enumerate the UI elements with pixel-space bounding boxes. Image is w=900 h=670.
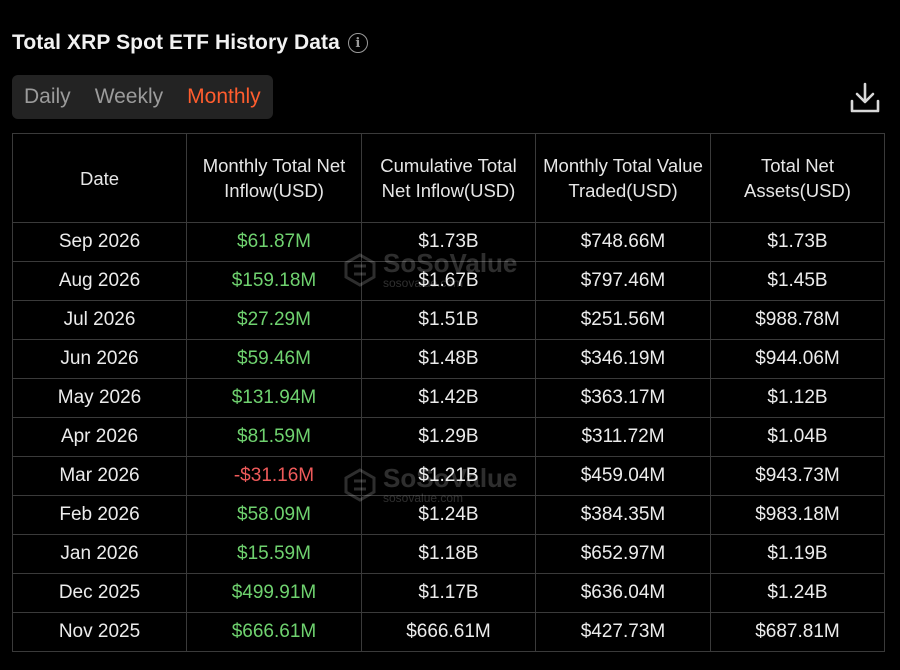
cell-total-net-assets: $1.45B bbox=[710, 261, 885, 301]
cell-cumulative-net-inflow: $1.21B bbox=[361, 456, 536, 496]
table-row[interactable]: Jan 2026 $15.59M $1.18B $652.97M $1.19B bbox=[12, 534, 885, 574]
cell-value-traded: $346.19M bbox=[535, 339, 711, 379]
cell-cumulative-net-inflow: $1.18B bbox=[361, 534, 536, 574]
cell-monthly-net-inflow: $159.18M bbox=[186, 261, 362, 301]
tab-weekly[interactable]: Weekly bbox=[94, 85, 164, 108]
table-row[interactable]: Aug 2026 $159.18M $1.67B $797.46M $1.45B bbox=[12, 261, 885, 301]
cell-total-net-assets: $1.73B bbox=[710, 222, 885, 262]
period-tabs: Daily Weekly Monthly bbox=[12, 75, 273, 119]
cell-total-net-assets: $944.06M bbox=[710, 339, 885, 379]
cell-date: Feb 2026 bbox=[12, 495, 187, 535]
cell-date: Jan 2026 bbox=[12, 534, 187, 574]
table-row[interactable]: Sep 2026 $61.87M $1.73B $748.66M $1.73B bbox=[12, 222, 885, 262]
cell-monthly-net-inflow: $59.46M bbox=[186, 339, 362, 379]
column-header-date[interactable]: Date bbox=[12, 133, 187, 223]
cell-monthly-net-inflow: -$31.16M bbox=[186, 456, 362, 496]
cell-date: Aug 2026 bbox=[12, 261, 187, 301]
cell-cumulative-net-inflow: $1.48B bbox=[361, 339, 536, 379]
column-header-total-net-assets[interactable]: Total Net Assets(USD) bbox=[710, 133, 885, 223]
tab-daily[interactable]: Daily bbox=[24, 85, 71, 108]
table-row[interactable]: Jun 2026 $59.46M $1.48B $346.19M $944.06M bbox=[12, 339, 885, 379]
cell-monthly-net-inflow: $27.29M bbox=[186, 300, 362, 340]
cell-date: Dec 2025 bbox=[12, 573, 187, 613]
cell-value-traded: $459.04M bbox=[535, 456, 711, 496]
cell-monthly-net-inflow: $131.94M bbox=[186, 378, 362, 418]
tab-monthly[interactable]: Monthly bbox=[187, 85, 261, 108]
cell-cumulative-net-inflow: $1.24B bbox=[361, 495, 536, 535]
cell-cumulative-net-inflow: $1.51B bbox=[361, 300, 536, 340]
cell-value-traded: $797.46M bbox=[535, 261, 711, 301]
cell-total-net-assets: $1.04B bbox=[710, 417, 885, 457]
table-row[interactable]: Nov 2025 $666.61M $666.61M $427.73M $687.81M bbox=[12, 612, 885, 652]
cell-cumulative-net-inflow: $1.67B bbox=[361, 261, 536, 301]
cell-monthly-net-inflow: $15.59M bbox=[186, 534, 362, 574]
column-header-cumulative-net-inflow[interactable]: Cumulative Total Net Inflow(USD) bbox=[361, 133, 536, 223]
table-row[interactable]: Jul 2026 $27.29M $1.51B $251.56M $988.78M bbox=[12, 300, 885, 340]
cell-date: Sep 2026 bbox=[12, 222, 187, 262]
cell-date: May 2026 bbox=[12, 378, 187, 418]
table-row[interactable]: Dec 2025 $499.91M $1.17B $636.04M $1.24B bbox=[12, 573, 885, 613]
cell-total-net-assets: $943.73M bbox=[710, 456, 885, 496]
cell-value-traded: $384.35M bbox=[535, 495, 711, 535]
cell-monthly-net-inflow: $61.87M bbox=[186, 222, 362, 262]
table-row[interactable]: Feb 2026 $58.09M $1.24B $384.35M $983.18M bbox=[12, 495, 885, 535]
cell-date: Nov 2025 bbox=[12, 612, 187, 652]
download-icon[interactable] bbox=[847, 81, 883, 115]
cell-monthly-net-inflow: $81.59M bbox=[186, 417, 362, 457]
cell-value-traded: $652.97M bbox=[535, 534, 711, 574]
cell-cumulative-net-inflow: $1.29B bbox=[361, 417, 536, 457]
info-icon[interactable]: i bbox=[347, 33, 368, 53]
cell-total-net-assets: $687.81M bbox=[710, 612, 885, 652]
cell-monthly-net-inflow: $58.09M bbox=[186, 495, 362, 535]
etf-history-table: Date Monthly Total Net Inflow(USD) Cumul… bbox=[12, 133, 885, 652]
cell-date: Jun 2026 bbox=[12, 339, 187, 379]
page-title: Total XRP Spot ETF History Data bbox=[12, 31, 340, 54]
cell-date: Mar 2026 bbox=[12, 456, 187, 496]
page-header: Total XRP Spot ETF History Data i bbox=[12, 28, 368, 58]
cell-monthly-net-inflow: $499.91M bbox=[186, 573, 362, 613]
cell-total-net-assets: $983.18M bbox=[710, 495, 885, 535]
cell-cumulative-net-inflow: $1.42B bbox=[361, 378, 536, 418]
cell-value-traded: $251.56M bbox=[535, 300, 711, 340]
table-row[interactable]: Apr 2026 $81.59M $1.29B $311.72M $1.04B bbox=[12, 417, 885, 457]
cell-value-traded: $748.66M bbox=[535, 222, 711, 262]
column-header-value-traded[interactable]: Monthly Total Value Traded(USD) bbox=[535, 133, 711, 223]
cell-total-net-assets: $1.24B bbox=[710, 573, 885, 613]
cell-value-traded: $427.73M bbox=[535, 612, 711, 652]
etf-history-table-container: Date Monthly Total Net Inflow(USD) Cumul… bbox=[12, 133, 885, 652]
cell-total-net-assets: $1.12B bbox=[710, 378, 885, 418]
table-header-row: Date Monthly Total Net Inflow(USD) Cumul… bbox=[12, 133, 885, 223]
cell-value-traded: $363.17M bbox=[535, 378, 711, 418]
table-row[interactable]: May 2026 $131.94M $1.42B $363.17M $1.12B bbox=[12, 378, 885, 418]
cell-value-traded: $636.04M bbox=[535, 573, 711, 613]
column-header-monthly-net-inflow[interactable]: Monthly Total Net Inflow(USD) bbox=[186, 133, 362, 223]
table-row[interactable]: Mar 2026 -$31.16M $1.21B $459.04M $943.73M bbox=[12, 456, 885, 496]
cell-cumulative-net-inflow: $1.73B bbox=[361, 222, 536, 262]
cell-cumulative-net-inflow: $666.61M bbox=[361, 612, 536, 652]
cell-monthly-net-inflow: $666.61M bbox=[186, 612, 362, 652]
cell-date: Jul 2026 bbox=[12, 300, 187, 340]
cell-total-net-assets: $988.78M bbox=[710, 300, 885, 340]
cell-value-traded: $311.72M bbox=[535, 417, 711, 457]
cell-cumulative-net-inflow: $1.17B bbox=[361, 573, 536, 613]
cell-date: Apr 2026 bbox=[12, 417, 187, 457]
cell-total-net-assets: $1.19B bbox=[710, 534, 885, 574]
